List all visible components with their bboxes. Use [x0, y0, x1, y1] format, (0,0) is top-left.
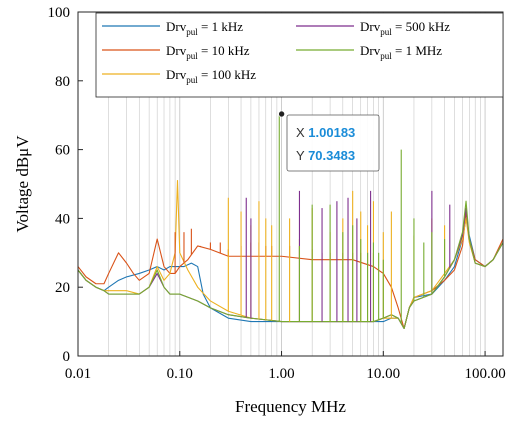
y-tick-label: 40 [55, 211, 70, 227]
plot-area-frame [77, 11, 504, 357]
x-tick-label: 0.10 [167, 366, 193, 382]
y-tick-label: 0 [63, 349, 71, 365]
datatip-row: Y 70.3483 [296, 148, 355, 163]
legend: Drvpul = 1 kHz Drvpul = 10 kHz Drvpul = 10… [95, 12, 504, 98]
x-tick-label: 0.01 [65, 366, 91, 382]
axis-ticks: 0.01 0.10 1.00 10.00 100.00 0 20 40 60 80 100 [48, 5, 506, 382]
legend-label: Drvpul = 1 kHz [166, 19, 243, 37]
legend-label: Drvpul = 1 MHz [360, 43, 442, 61]
series-lines [77, 114, 504, 330]
x-axis-label: Frequency MHz [235, 397, 346, 416]
y-tick-label: 80 [55, 74, 70, 90]
y-tick-label: 20 [55, 280, 70, 296]
series-line-3 [77, 207, 504, 330]
datatip-box [286, 114, 380, 172]
x-tick-label: 10.00 [366, 366, 400, 382]
x-tick-label: 100.00 [464, 366, 505, 382]
y-tick-label: 100 [48, 5, 71, 21]
legend-label: Drvpul = 500 kHz [360, 19, 450, 37]
legend-box [95, 12, 504, 98]
x-tick-label: 1.00 [268, 366, 294, 382]
data-tip[interactable]: X 1.00183 Y 70.3483 [278, 110, 380, 172]
legend-label: Drvpul = 100 kHz [166, 67, 256, 85]
series-line-1 [77, 210, 504, 330]
y-axis-label: Voltage dBμV [13, 135, 32, 233]
datatip-marker[interactable] [278, 110, 285, 118]
datatip-row: X 1.00183 [296, 125, 355, 140]
y-tick-label: 60 [55, 143, 70, 159]
series-line-2 [77, 180, 504, 330]
legend-label: Drvpul = 10 kHz [166, 43, 250, 61]
series-line-4 [77, 200, 504, 330]
series-line-0 [77, 217, 504, 330]
